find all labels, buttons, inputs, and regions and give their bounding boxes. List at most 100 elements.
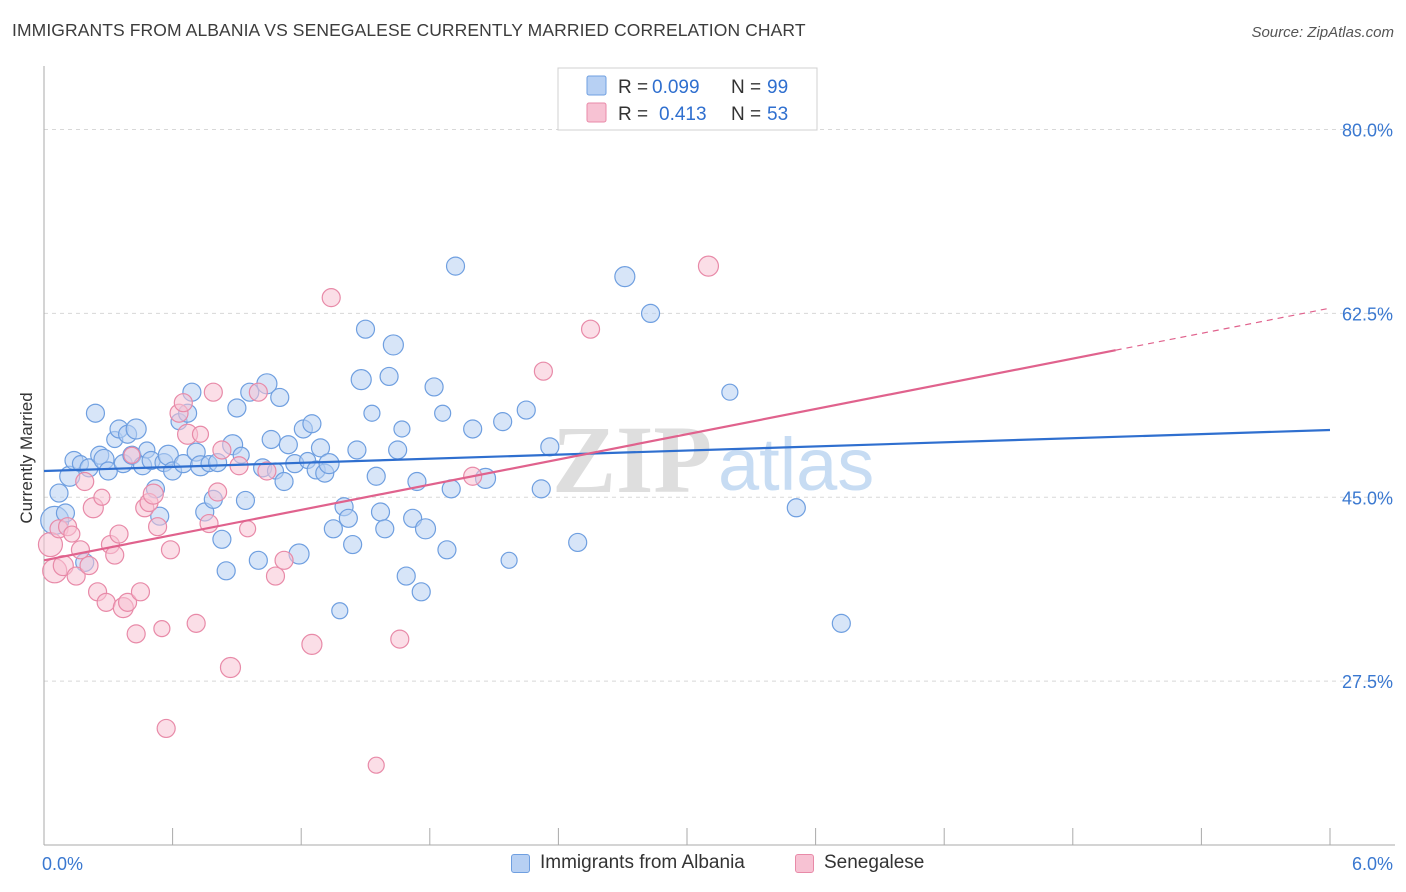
- albania-point: [437, 540, 457, 560]
- legend-swatch-senegalese: [586, 102, 607, 123]
- albania-point: [363, 404, 381, 422]
- legend-r-value-senegalese: 0.413: [659, 104, 707, 125]
- senegalese-trend-line: [43, 349, 1116, 562]
- senegalese-point: [257, 461, 277, 481]
- albania-point: [355, 319, 376, 339]
- senegalese-point: [109, 524, 129, 544]
- albania-point: [343, 534, 363, 555]
- watermark-atlas: atlas: [718, 423, 874, 506]
- senegalese-point: [126, 624, 146, 644]
- albania-point: [396, 566, 416, 586]
- albania-point: [366, 466, 386, 486]
- y-axis-label: Currently Married: [17, 392, 36, 523]
- senegalese-point: [75, 471, 95, 492]
- senegalese-point: [186, 613, 206, 633]
- albania-point: [347, 440, 367, 460]
- albania-point: [411, 582, 431, 602]
- tick-labels: 27.5% 45.0% 62.5% 80.0% 0.0% 6.0%: [42, 121, 1393, 874]
- albania-point: [414, 518, 437, 540]
- legend-r-value-albania: 0.099: [652, 77, 700, 98]
- albania-point: [568, 532, 588, 553]
- senegalese-point: [117, 592, 138, 612]
- legend-label-albania: Immigrants from Albania: [540, 852, 745, 873]
- albania-point: [331, 602, 349, 620]
- legend-swatch-albania: [586, 75, 607, 96]
- albania-point: [216, 561, 236, 581]
- x-tick-label-0: 0.0%: [42, 854, 83, 874]
- senegalese-point: [160, 540, 181, 560]
- albania-point: [278, 435, 298, 455]
- senegalese-point: [66, 566, 86, 586]
- albania-point: [375, 519, 395, 539]
- senegalese-point: [156, 718, 176, 739]
- albania-point: [445, 256, 466, 276]
- albania-point: [382, 334, 404, 356]
- senegalese-point: [63, 525, 81, 543]
- chart-source: Source: ZipAtlas.com: [1251, 24, 1394, 41]
- albania-point: [274, 471, 294, 492]
- albania-trend-line: [43, 428, 1331, 473]
- senegalese-point: [248, 382, 268, 402]
- albania-point: [350, 368, 372, 391]
- albania-point: [388, 440, 408, 460]
- senegalese-point: [79, 555, 99, 576]
- senegalese-point: [203, 382, 223, 402]
- y-tick-label-3: 80.0%: [1342, 121, 1393, 141]
- albania-point: [49, 483, 69, 503]
- senegalese-point: [153, 620, 171, 638]
- senegalese-point: [173, 393, 193, 413]
- senegalese-point: [274, 550, 294, 570]
- albania-point: [318, 453, 340, 475]
- senegalese-point: [301, 633, 323, 655]
- senegalese-point: [96, 592, 116, 612]
- albania-point: [379, 366, 399, 387]
- albania-point: [493, 412, 513, 432]
- senegalese-point: [147, 517, 168, 537]
- albania-point: [640, 303, 661, 324]
- senegalese-point: [239, 520, 257, 538]
- legend-n-label-senegalese: N =: [731, 104, 761, 125]
- senegalese-point: [70, 540, 91, 560]
- albania-point: [125, 418, 147, 440]
- albania-point: [85, 403, 106, 423]
- albania-point: [393, 420, 411, 438]
- albania-point: [424, 377, 444, 397]
- albania-point: [370, 502, 391, 522]
- legend-r-label-senegalese: R =: [618, 104, 648, 125]
- legend-item-albania[interactable]: Immigrants from Albania: [511, 852, 745, 874]
- senegalese-point: [580, 319, 601, 339]
- correlation-legend: R = 0.099 N = 99 R = 0.413 N = 53: [557, 67, 818, 131]
- albania-point: [500, 551, 518, 569]
- senegalese-point: [390, 629, 410, 649]
- senegalese-point: [123, 446, 141, 464]
- albania-point: [310, 438, 331, 458]
- senegalese-point: [142, 483, 164, 505]
- legend-label-senegalese: Senegalese: [824, 852, 925, 873]
- albania-point: [261, 429, 281, 450]
- senegalese-point: [265, 566, 286, 586]
- series-legend: Immigrants from Albania Senegalese: [0, 852, 1406, 878]
- senegalese-trend-line-extension: [1115, 307, 1331, 351]
- albania-point: [463, 419, 483, 439]
- senegalese-point: [533, 361, 553, 381]
- albania-point: [323, 519, 343, 539]
- legend-item-senegalese[interactable]: Senegalese: [795, 852, 924, 874]
- grid-lines: [44, 129, 1395, 682]
- senegalese-point: [212, 440, 232, 460]
- albania-point: [235, 490, 256, 511]
- trend-lines: [43, 307, 1331, 562]
- albania-point: [302, 414, 322, 434]
- legend-n-value-senegalese: 53: [767, 104, 788, 125]
- watermark-zip: ZIP: [552, 406, 712, 513]
- albania-point: [248, 550, 268, 570]
- albania-point: [338, 508, 358, 528]
- albania-point: [531, 479, 551, 499]
- chart-title: IMMIGRANTS FROM ALBANIA VS SENEGALESE CU…: [12, 20, 806, 40]
- senegalese-point: [321, 288, 341, 308]
- senegalese-point: [219, 656, 242, 679]
- senegalese-point: [697, 255, 720, 277]
- axes: [43, 66, 1395, 846]
- legend-swatch-senegalese-bottom: [795, 853, 814, 873]
- y-tick-label-1: 45.0%: [1342, 488, 1393, 508]
